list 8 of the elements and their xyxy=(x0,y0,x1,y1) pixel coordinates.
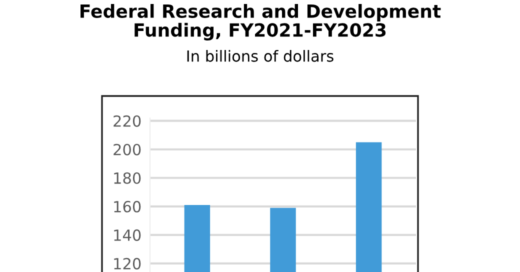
y-tick-label: 160 xyxy=(114,200,141,212)
y-tick-label: 140 xyxy=(114,229,141,241)
y-tick-label: 180 xyxy=(114,172,141,184)
y-tick-label: 120 xyxy=(114,258,141,270)
y-tick-label: 200 xyxy=(114,144,141,156)
y-tick-label: 220 xyxy=(114,115,141,127)
chart-title: Federal Research and Development Funding, FY2021-FY2023 xyxy=(80,4,441,40)
chart-subtitle: In billions of dollars xyxy=(187,50,334,62)
